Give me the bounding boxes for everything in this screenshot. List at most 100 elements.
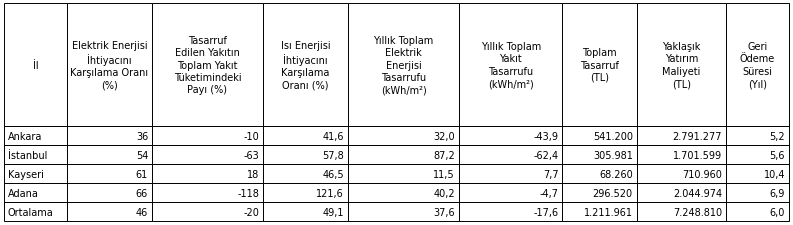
- Text: -20: -20: [243, 207, 259, 216]
- Bar: [562, 164, 637, 183]
- Text: Yıllık Toplam
Elektrik
Enerjisi
Tasarrufu
(kWh/m²): Yıllık Toplam Elektrik Enerjisi Tasarruf…: [374, 36, 434, 95]
- Bar: [152, 4, 263, 127]
- Text: Kayseri: Kayseri: [8, 169, 44, 179]
- Text: 5,2: 5,2: [769, 131, 785, 141]
- Bar: [348, 4, 459, 127]
- Bar: [459, 164, 562, 183]
- Bar: [152, 146, 263, 164]
- Text: İstanbul: İstanbul: [8, 150, 48, 160]
- Text: 46,5: 46,5: [323, 169, 344, 179]
- Bar: [4, 127, 67, 146]
- Text: Isı Enerjisi
İhtiyacını
Karşılama
Oranı (%): Isı Enerjisi İhtiyacını Karşılama Oranı …: [281, 40, 331, 90]
- Text: 18: 18: [247, 169, 259, 179]
- Bar: [726, 146, 789, 164]
- Text: -43,9: -43,9: [534, 131, 558, 141]
- Bar: [67, 183, 152, 202]
- Text: Yaklaşık
Yatırım
Maliyeti
(TL): Yaklaşık Yatırım Maliyeti (TL): [662, 42, 701, 89]
- Bar: [67, 202, 152, 221]
- Bar: [726, 4, 789, 127]
- Text: 32,0: 32,0: [433, 131, 455, 141]
- Bar: [4, 164, 67, 183]
- Text: 710.960: 710.960: [682, 169, 722, 179]
- Text: 5,6: 5,6: [769, 150, 785, 160]
- Bar: [67, 146, 152, 164]
- Bar: [348, 127, 459, 146]
- Text: Elektrik Enerjisi
İhtiyacını
Karşılama Oranı
(%): Elektrik Enerjisi İhtiyacını Karşılama O…: [71, 40, 148, 90]
- Bar: [4, 4, 67, 127]
- Text: 6,9: 6,9: [770, 188, 785, 198]
- Bar: [562, 127, 637, 146]
- Text: 57,8: 57,8: [323, 150, 344, 160]
- Bar: [726, 164, 789, 183]
- Bar: [637, 202, 726, 221]
- Bar: [637, 127, 726, 146]
- Text: -63: -63: [243, 150, 259, 160]
- Text: 36: 36: [136, 131, 148, 141]
- Text: Tasarruf
Edilen Yakıtın
Toplam Yakıt
Tüketimindeki
Payı (%): Tasarruf Edilen Yakıtın Toplam Yakıt Tük…: [174, 36, 241, 95]
- Text: 6,0: 6,0: [770, 207, 785, 216]
- Bar: [637, 164, 726, 183]
- Text: 296.520: 296.520: [592, 188, 633, 198]
- Text: 61: 61: [136, 169, 148, 179]
- Text: 2.044.974: 2.044.974: [673, 188, 722, 198]
- Text: Yıllık Toplam
Yakıt
Tasarrufu
(kWh/m²): Yıllık Toplam Yakıt Tasarrufu (kWh/m²): [481, 42, 541, 89]
- Text: -4,7: -4,7: [539, 188, 558, 198]
- Text: -62,4: -62,4: [533, 150, 558, 160]
- Bar: [67, 4, 152, 127]
- Bar: [562, 146, 637, 164]
- Bar: [263, 127, 348, 146]
- Text: 87,2: 87,2: [433, 150, 455, 160]
- Bar: [4, 146, 67, 164]
- Text: 121,6: 121,6: [316, 188, 344, 198]
- Text: Ankara: Ankara: [8, 131, 42, 141]
- Text: 541.200: 541.200: [593, 131, 633, 141]
- Text: -10: -10: [243, 131, 259, 141]
- Bar: [726, 127, 789, 146]
- Bar: [459, 202, 562, 221]
- Bar: [348, 164, 459, 183]
- Text: Geri
Ödeme
Süresi
(Yıl): Geri Ödeme Süresi (Yıl): [740, 42, 776, 89]
- Bar: [263, 183, 348, 202]
- Text: 46: 46: [136, 207, 148, 216]
- Bar: [459, 127, 562, 146]
- Bar: [562, 4, 637, 127]
- Bar: [562, 183, 637, 202]
- Text: 305.981: 305.981: [593, 150, 633, 160]
- Bar: [263, 146, 348, 164]
- Bar: [459, 146, 562, 164]
- Text: 66: 66: [136, 188, 148, 198]
- Text: 7,7: 7,7: [542, 169, 558, 179]
- Text: Toplam
Tasarruf
(TL): Toplam Tasarruf (TL): [580, 48, 619, 83]
- Text: 37,6: 37,6: [433, 207, 455, 216]
- Bar: [637, 4, 726, 127]
- Bar: [348, 183, 459, 202]
- Bar: [4, 183, 67, 202]
- Bar: [152, 202, 263, 221]
- Text: 40,2: 40,2: [433, 188, 455, 198]
- Bar: [152, 164, 263, 183]
- Text: İl: İl: [33, 60, 38, 70]
- Text: 1.701.599: 1.701.599: [673, 150, 722, 160]
- Text: -118: -118: [237, 188, 259, 198]
- Text: 1.211.961: 1.211.961: [584, 207, 633, 216]
- Text: 41,6: 41,6: [323, 131, 344, 141]
- Bar: [562, 202, 637, 221]
- Text: -17,6: -17,6: [533, 207, 558, 216]
- Bar: [637, 183, 726, 202]
- Bar: [459, 4, 562, 127]
- Bar: [67, 164, 152, 183]
- Bar: [152, 127, 263, 146]
- Bar: [726, 183, 789, 202]
- Text: Adana: Adana: [8, 188, 39, 198]
- Bar: [263, 4, 348, 127]
- Text: 54: 54: [136, 150, 148, 160]
- Bar: [637, 146, 726, 164]
- Text: 11,5: 11,5: [433, 169, 455, 179]
- Text: 49,1: 49,1: [323, 207, 344, 216]
- Bar: [152, 183, 263, 202]
- Text: 68.260: 68.260: [599, 169, 633, 179]
- Text: Ortalama: Ortalama: [8, 207, 54, 216]
- Bar: [263, 164, 348, 183]
- Bar: [348, 202, 459, 221]
- Text: 10,4: 10,4: [764, 169, 785, 179]
